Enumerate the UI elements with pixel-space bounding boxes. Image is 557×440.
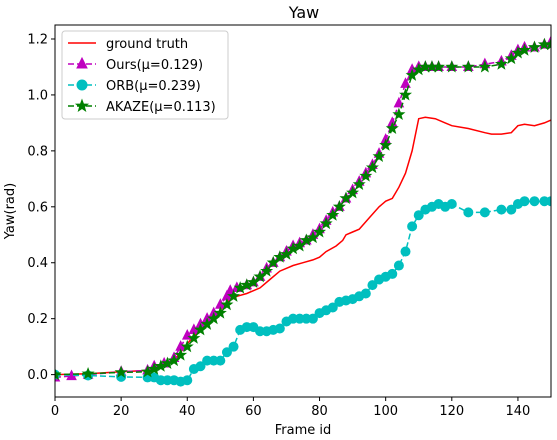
legend: ground truth Ours(μ=0.129) ORB(μ=0.239) AKA… [61, 30, 229, 120]
series-2-point-16 [228, 341, 239, 352]
x-tick-label-0: 0 [51, 404, 59, 419]
series-3-point-16 [227, 289, 241, 302]
x-tick-label-4: 80 [311, 404, 328, 419]
series-3-point-35 [352, 177, 366, 190]
series-2-point-9 [182, 375, 193, 386]
series-2-point-37 [367, 280, 378, 291]
x-tick-label-5: 100 [373, 404, 398, 419]
series-layer [55, 35, 551, 387]
series-2-point-40 [387, 268, 398, 279]
series-3-point-38 [372, 149, 386, 162]
series-1-point-41 [393, 96, 405, 108]
series-2-point-50 [463, 207, 474, 218]
series-3-point-34 [346, 185, 360, 199]
legend-label-3: AKAZE(μ=0.113) [106, 100, 216, 115]
series-2-point-36 [360, 288, 371, 299]
series-3-point-42 [398, 88, 413, 101]
series-3-point-0 [55, 367, 62, 381]
x-tick-label-1: 20 [113, 404, 130, 419]
series-2-point-41 [393, 260, 404, 271]
series-3-point-36 [359, 169, 373, 182]
series-2-point-15 [221, 347, 232, 358]
series-3-point-48 [445, 60, 459, 73]
axis-ticks: 0 20 40 60 80 100 120 140 0.0 0.2 0.4 0.6 0.8 1.0 1.2 [27, 32, 530, 419]
plot-area [55, 35, 551, 387]
x-tick-label-3: 60 [245, 404, 262, 419]
chart-title: Yaw [288, 3, 319, 22]
y-tick-label-4: 0.8 [27, 144, 48, 159]
series-2-point-52 [496, 204, 507, 215]
series-2-point-49 [446, 199, 457, 210]
series-2-point-11 [195, 361, 206, 372]
series-3-point-57 [544, 37, 551, 51]
legend-label-0: ground truth [106, 37, 188, 52]
x-tick-label-6: 120 [439, 404, 464, 419]
series-3-point-9 [180, 339, 194, 353]
series-3-point-32 [332, 199, 346, 213]
series-2-point-31 [327, 302, 338, 313]
series-3-point-21 [260, 264, 274, 277]
series-3-point-8 [174, 348, 188, 361]
series-3-point-10 [187, 331, 201, 344]
legend-marker-2 [76, 79, 88, 91]
series-3-point-30 [319, 216, 333, 230]
series-2-point-23 [274, 323, 285, 334]
series-2-point-14 [215, 355, 226, 366]
x-tick-label-2: 40 [179, 404, 196, 419]
series-3-point-37 [365, 160, 379, 174]
y-tick-label-6: 1.2 [27, 32, 48, 47]
y-tick-label-2: 0.4 [27, 256, 48, 271]
series-3-point-55 [527, 40, 541, 53]
series-3-point-14 [213, 306, 227, 319]
series-2-point-42 [400, 246, 411, 257]
series-1-point-42 [400, 77, 411, 88]
y-axis-label: Yaw(rad) [3, 183, 18, 240]
series-3-point-47 [432, 60, 446, 73]
series-3-point-15 [220, 297, 234, 311]
axes-frame [54, 24, 552, 398]
series-3-point-49 [461, 60, 475, 73]
series-3-point-51 [494, 57, 508, 70]
y-tick-label-5: 1.0 [27, 88, 48, 103]
series-2-point-58 [546, 196, 551, 207]
y-tick-label-1: 0.2 [27, 312, 48, 327]
series-3-point-54 [518, 43, 532, 56]
series-3-point-39 [379, 138, 393, 151]
series-3-point-50 [478, 60, 492, 73]
series-2-point-56 [529, 196, 540, 207]
series-2-point-43 [407, 221, 418, 232]
legend-label-2: ORB(μ=0.239) [106, 79, 201, 94]
series-2-point-55 [519, 196, 530, 207]
series-3-point-2 [114, 365, 128, 378]
series-3-point-41 [392, 107, 406, 121]
x-tick-label-7: 140 [506, 404, 531, 419]
series-2-point-44 [413, 210, 424, 221]
series-2-point-28 [307, 313, 318, 324]
legend-box [61, 30, 229, 120]
legend-marker-3 [74, 98, 90, 113]
series-3-point-1 [81, 366, 95, 380]
legend-label-1: Ours(μ=0.129) [106, 58, 203, 73]
series-2-point-53 [506, 204, 517, 215]
series-3-point-31 [326, 208, 340, 221]
series-2-point-51 [479, 207, 490, 218]
y-tick-label-3: 0.6 [27, 200, 48, 215]
series-3-point-29 [313, 225, 327, 238]
series-3-point-40 [385, 121, 399, 135]
x-axis-label: Frame id [275, 423, 332, 438]
legend-marker-1 [76, 56, 88, 69]
y-tick-label-0: 0.0 [27, 368, 48, 383]
